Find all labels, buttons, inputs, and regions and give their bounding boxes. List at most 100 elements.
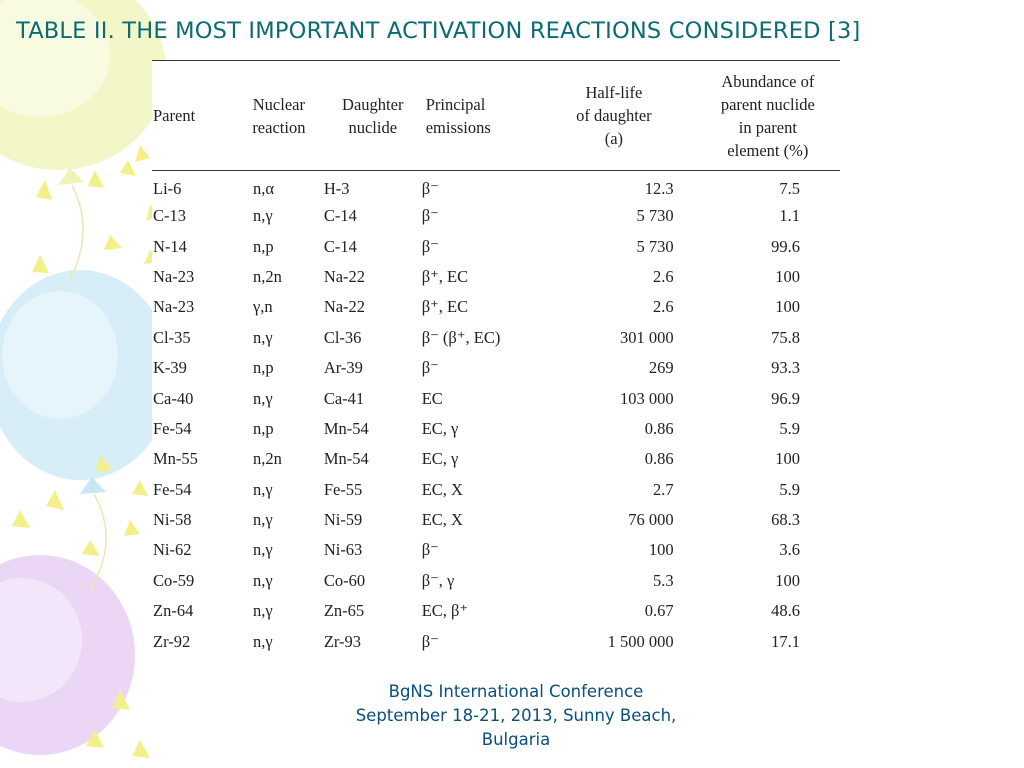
table-row: Mn-55 n,2n Mn-54 EC, γ 0.86 100 [152,444,840,474]
cell-daughter-nuclide: C-14 [323,236,357,256]
cell-nuclear-reaction: n,γ [252,540,273,560]
cell-half-life: 269 [648,358,674,378]
cell-daughter-nuclide: Ni-59 [323,510,363,530]
slide-title: TABLE II. THE MOST IMPORTANT ACTIVATION … [16,18,861,44]
header-line: in parent [738,117,797,137]
cell-daughter-nuclide: Ni-63 [323,540,363,560]
cell-principal-emissions: β⁻, γ [421,570,455,590]
cell-principal-emissions: β⁻ [421,179,439,198]
table-row: Na-23 n,2n Na-22 β⁺, EC 2.6 100 [152,262,840,292]
cell-nuclear-reaction: γ,n [252,297,273,317]
cell-principal-emissions: EC, γ [421,449,459,469]
cell-nuclear-reaction: n,γ [252,510,273,530]
header-line: Nuclear [252,94,305,114]
header-line: Daughter [342,94,404,114]
cell-half-life: 2.6 [653,297,674,317]
sun-rays [12,145,162,758]
cell-nuclear-reaction: n,p [252,418,274,438]
table-row: C-13 n,γ C-14 β⁻ 5 730 1.1 [152,201,840,231]
cell-half-life: 100 [648,540,674,560]
table-row: Zn-64 n,γ Zn-65 EC, β⁺ 0.67 48.6 [152,596,840,626]
footer-line-dates: September 18-21, 2013, Sunny Beach, [355,706,677,725]
header-line: Principal [425,94,486,114]
cell-daughter-nuclide: Ar-39 [323,358,363,378]
cell-daughter-nuclide: H-3 [323,179,350,198]
header-line: nuclide [348,117,398,137]
cell-principal-emissions: β⁺, EC [421,266,469,286]
cell-abundance: 5.9 [779,479,800,499]
cell-abundance: 17.1 [771,631,800,651]
cell-abundance: 100 [775,297,800,317]
cell-half-life: 0.86 [644,449,674,469]
cell-daughter-nuclide: Mn-54 [323,449,369,469]
cell-half-life: 2.7 [653,479,674,499]
cell-daughter-nuclide: Na-22 [323,266,366,286]
cell-daughter-nuclide: Fe-55 [323,479,363,499]
cell-abundance: 68.3 [771,510,800,530]
column-header-parent: Parent [153,106,196,125]
footer-line-conference: BgNS International Conference [388,682,644,701]
footer-line-country: Bulgaria [481,730,551,749]
cell-nuclear-reaction: n,2n [252,266,282,286]
cell-half-life: 5.3 [653,570,674,590]
table-row: Cl-35 n,γ Cl-36 β⁻ (β⁺, EC) 301 000 75.8 [152,323,840,353]
cell-abundance: 5.9 [779,418,800,438]
cell-half-life: 301 000 [620,327,674,347]
cell-half-life: 76 000 [628,510,674,530]
cell-abundance: 7.5 [779,179,800,198]
column-header-abundance: Abundance of parent nuclide in parent el… [688,61,840,171]
cell-parent: N-14 [153,236,187,256]
header-line: of daughter [576,106,652,125]
cell-parent: Fe-54 [153,418,192,438]
cell-abundance: 1.1 [779,206,800,226]
cell-parent: Zr-92 [153,631,191,651]
cell-daughter-nuclide: Ca-41 [323,388,365,408]
cell-nuclear-reaction: n,γ [252,479,273,499]
table-row: Li-6 n,α H-3 β⁻ 12.3 7.5 [152,171,840,202]
cell-daughter-nuclide: Zn-65 [323,601,365,621]
cell-principal-emissions: β⁺, EC [421,297,469,317]
cell-parent: Ca-40 [153,388,194,408]
column-header-principal-emissions: Principal emissions [422,61,540,171]
purple-balloon [0,555,135,755]
cell-principal-emissions: EC, β⁺ [421,601,469,621]
cell-abundance: 75.8 [771,327,800,347]
column-header-daughter-nuclide: Daughter nuclide [324,61,422,171]
cell-principal-emissions: β⁻ [421,540,439,560]
cell-daughter-nuclide: Cl-36 [323,327,362,347]
cell-daughter-nuclide: Na-22 [323,297,366,317]
table-row: Fe-54 n,p Mn-54 EC, γ 0.86 5.9 [152,414,840,444]
cell-principal-emissions: β⁻ [421,358,439,378]
cell-half-life: 5 730 [636,206,674,226]
table-row: Fe-54 n,γ Fe-55 EC, X 2.7 5.9 [152,475,840,505]
table-row: K-39 n,p Ar-39 β⁻ 269 93.3 [152,353,840,383]
cell-principal-emissions: EC, X [421,479,463,499]
cell-principal-emissions: EC, X [421,510,463,530]
table-row: Ca-40 n,γ Ca-41 EC 103 000 96.9 [152,383,840,413]
cell-daughter-nuclide: C-14 [323,206,357,226]
blue-balloon [0,270,172,494]
column-header-half-life: Half-life of daughter (a) [540,61,688,171]
cell-parent: K-39 [153,358,187,378]
cell-nuclear-reaction: n,γ [252,388,273,408]
cell-abundance: 100 [775,570,800,590]
header-line: parent nuclide [720,94,815,114]
cell-parent: Na-23 [153,297,195,317]
cell-principal-emissions: EC, γ [421,418,459,438]
table-row: Co-59 n,γ Co-60 β⁻, γ 5.3 100 [152,566,840,596]
cell-parent: Ni-62 [153,540,192,560]
conference-footer: BgNS International Conference September … [290,680,742,752]
data-table: Parent Nuclear reaction Daughter nuclide… [152,60,840,657]
cell-daughter-nuclide: Mn-54 [323,418,369,438]
cell-principal-emissions: EC [421,388,443,408]
cell-daughter-nuclide: Co-60 [323,570,366,590]
cell-abundance: 48.6 [771,601,800,621]
cell-parent: Co-59 [153,570,195,590]
activation-reactions-table: Parent Nuclear reaction Daughter nuclide… [152,60,840,670]
cell-half-life: 5 730 [636,236,674,256]
cell-half-life: 1 500 000 [607,631,674,651]
table-row: N-14 n,p C-14 β⁻ 5 730 99.6 [152,231,840,261]
cell-parent: Fe-54 [153,479,192,499]
balloon-strings [69,184,107,591]
header-line: emissions [425,117,491,137]
